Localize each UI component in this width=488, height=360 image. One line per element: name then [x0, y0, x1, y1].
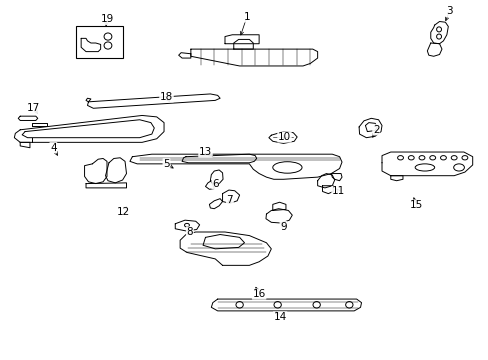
Text: 2: 2 [372, 125, 379, 135]
Text: 1: 1 [243, 12, 250, 22]
Bar [76, 26, 122, 58]
Text: 11: 11 [331, 186, 345, 197]
Text: 17: 17 [27, 103, 41, 113]
Text: 12: 12 [117, 207, 130, 217]
Text: 5: 5 [163, 159, 169, 169]
Text: 19: 19 [100, 14, 113, 24]
Text: 15: 15 [408, 200, 422, 210]
Text: 4: 4 [50, 143, 57, 153]
Text: 14: 14 [273, 312, 286, 322]
Text: 7: 7 [226, 195, 233, 205]
Text: 6: 6 [211, 179, 218, 189]
Text: 16: 16 [252, 289, 265, 299]
Text: 8: 8 [186, 227, 193, 237]
Text: 9: 9 [280, 222, 286, 231]
Text: 18: 18 [160, 92, 173, 102]
Text: 3: 3 [445, 6, 452, 17]
Text: 10: 10 [277, 132, 290, 142]
Text: 13: 13 [199, 147, 212, 157]
